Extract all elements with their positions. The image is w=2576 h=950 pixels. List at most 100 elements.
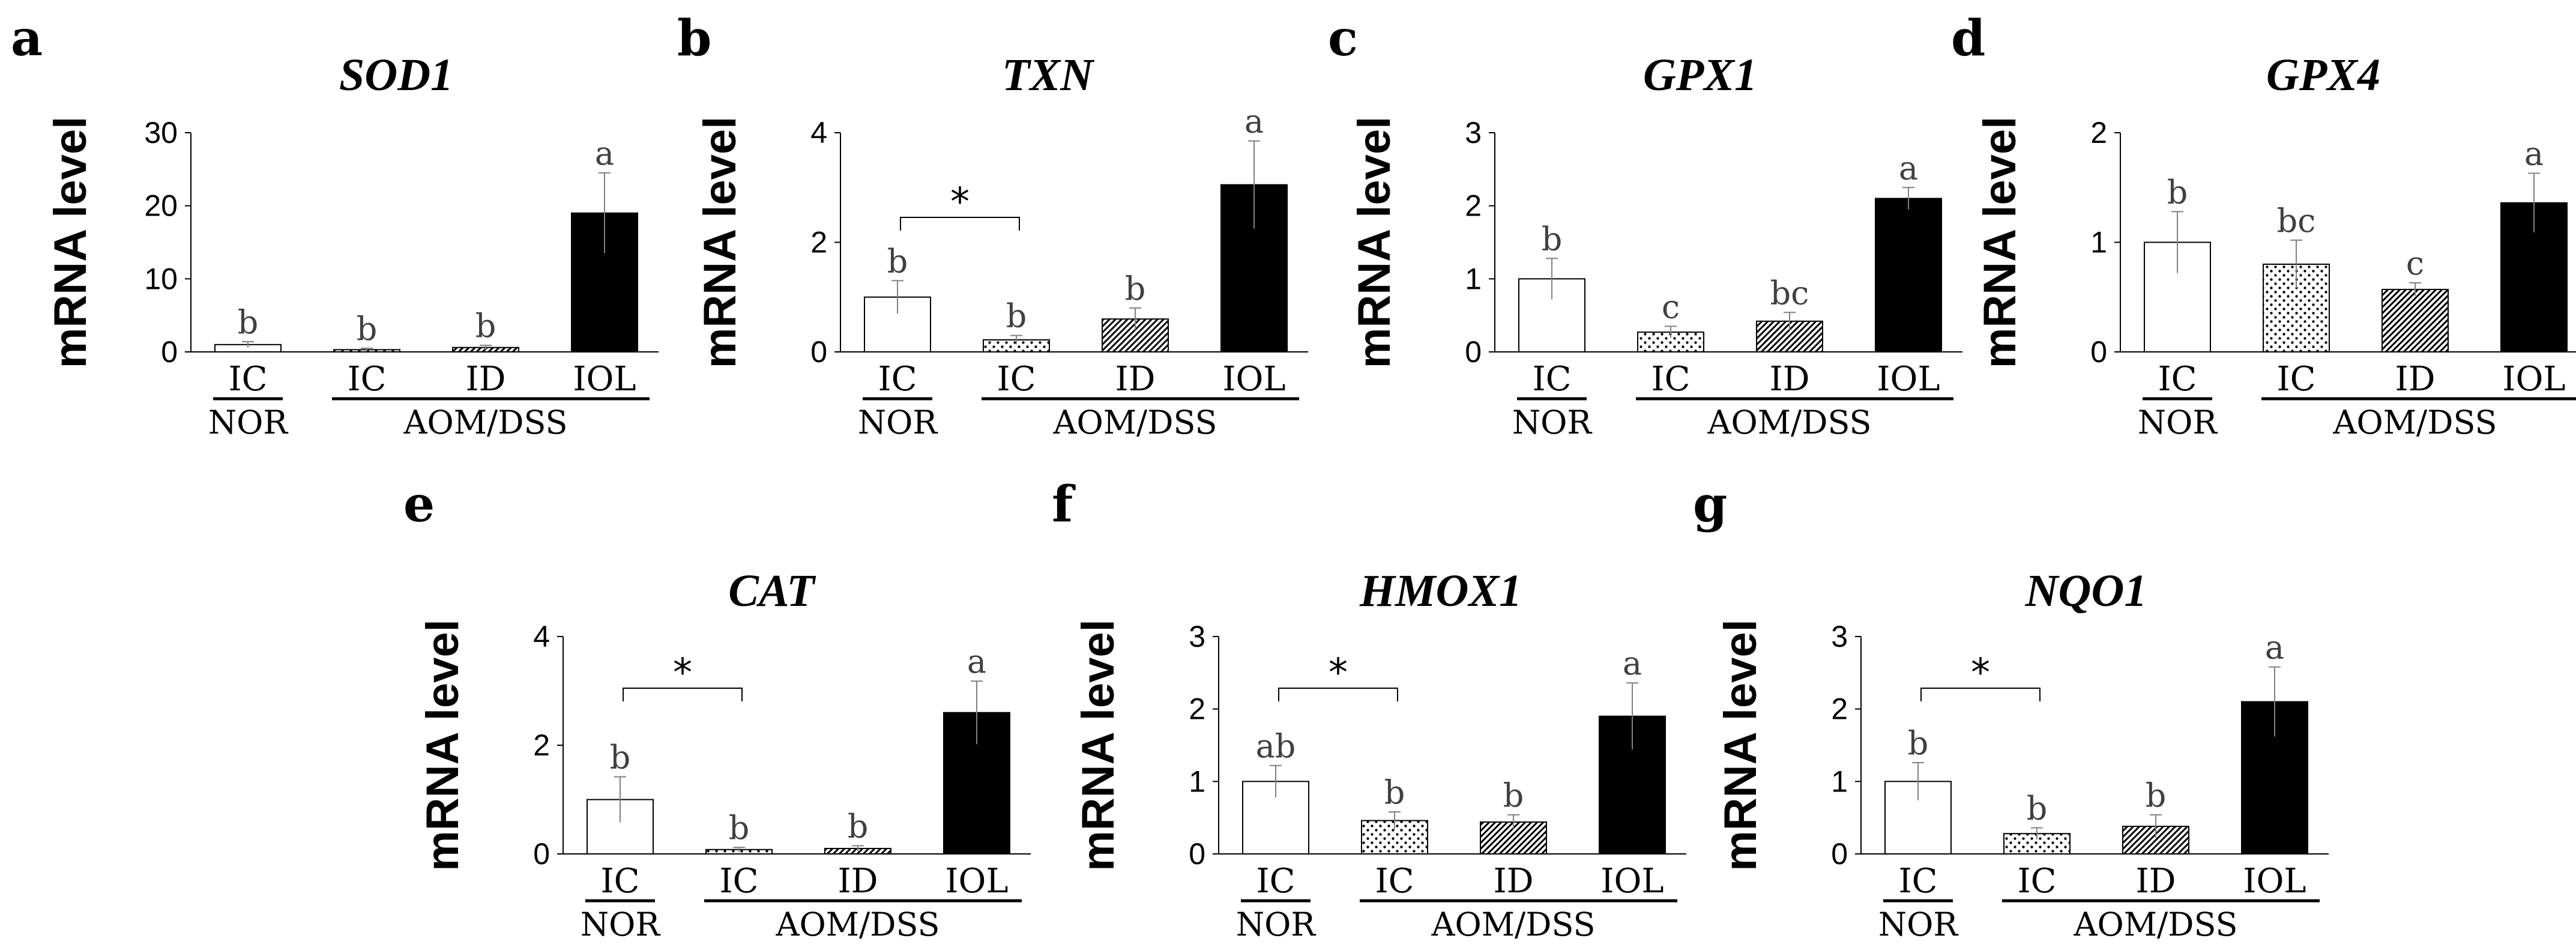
significance-letter: a (2524, 135, 2544, 173)
significance-star: * (1329, 651, 1348, 695)
group-label-nor: NOR (858, 404, 938, 441)
group-label-aomdss: AOM/DSS (775, 906, 940, 943)
panel-letter: d (1951, 10, 1985, 67)
significance-star: * (673, 651, 692, 695)
chart-title: TXN (1002, 50, 1095, 100)
x-category-label: IC (1256, 862, 1296, 901)
y-tick-label: 2 (1465, 189, 1482, 223)
y-tick-label: 2 (1831, 692, 1848, 726)
x-category-label: IC (720, 862, 759, 901)
x-category-label: ID (1769, 360, 1809, 399)
group-label-aomdss: AOM/DSS (403, 404, 567, 441)
significance-letter: bc (2277, 202, 2316, 240)
y-tick-label: 1 (2090, 226, 2107, 259)
y-tick-label: 2 (533, 728, 550, 762)
significance-letter: bc (1770, 274, 1809, 312)
y-tick-label: 1 (1465, 262, 1482, 295)
x-category-label: IC (2018, 862, 2057, 901)
y-axis-label: mRNA level (1715, 619, 1766, 871)
significance-letter: b (729, 809, 750, 847)
significance-letter: b (1384, 773, 1405, 811)
significance-bracket (623, 688, 743, 701)
panel-letter: a (11, 10, 43, 67)
panel-letter: b (677, 10, 711, 67)
significance-letter: b (2027, 790, 2048, 827)
significance-letter: a (595, 135, 614, 172)
x-category-label: IC (1533, 360, 1572, 399)
x-category-label: IC (601, 862, 640, 901)
significance-letter: b (1006, 297, 1027, 335)
x-category-label: IOL (1877, 360, 1940, 399)
significance-letter: a (1899, 149, 1918, 187)
y-tick-label: 20 (144, 189, 178, 223)
x-category-label: IC (997, 360, 1036, 399)
x-category-label: IC (1375, 862, 1414, 901)
group-label-aomdss: AOM/DSS (1431, 906, 1595, 943)
bar (1480, 821, 1547, 855)
group-label-nor: NOR (1878, 906, 1959, 943)
y-tick-label: 0 (810, 335, 827, 369)
y-axis-label: mRNA level (45, 116, 96, 369)
y-tick-label: 10 (144, 262, 178, 295)
chart-title: HMOX1 (1359, 566, 1522, 616)
chart-title: CAT (728, 566, 816, 616)
chart-title: SOD1 (339, 50, 453, 100)
x-category-label: IOL (2243, 862, 2306, 901)
bar (2381, 288, 2449, 353)
significance-letter: b (238, 303, 259, 341)
y-tick-label: 2 (1189, 692, 1205, 726)
significance-letter: b (1908, 724, 1929, 762)
y-tick-label: 3 (1189, 620, 1205, 653)
group-label-nor: NOR (208, 404, 289, 441)
y-tick-label: 0 (1189, 837, 1205, 871)
significance-letter: ab (1256, 727, 1296, 765)
group-label-aomdss: AOM/DSS (1052, 404, 1217, 441)
y-tick-label: 3 (1465, 116, 1482, 150)
y-tick-label: 2 (810, 226, 827, 259)
chart-title: GPX4 (2266, 50, 2380, 100)
x-category-label: IC (348, 360, 387, 399)
x-category-label: IOL (945, 862, 1008, 901)
y-tick-label: 0 (1465, 335, 1482, 369)
y-tick-label: 2 (2090, 116, 2107, 150)
x-category-label: IOL (1222, 360, 1285, 399)
significance-letter: c (2406, 244, 2424, 282)
panel-letter: c (1328, 10, 1358, 67)
y-tick-label: 0 (533, 837, 550, 871)
bar (1884, 781, 1952, 855)
x-category-label: IC (2277, 360, 2316, 399)
significance-letter: b (1542, 220, 1563, 258)
y-axis-label: mRNA level (417, 619, 468, 871)
y-tick-label: 1 (1831, 764, 1848, 798)
significance-star: * (1971, 651, 1990, 695)
group-label-nor: NOR (1236, 906, 1317, 943)
x-category-label: IC (1899, 862, 1938, 901)
x-category-label: ID (2135, 862, 2176, 901)
y-tick-label: 0 (2090, 335, 2107, 369)
x-category-label: ID (837, 862, 878, 901)
y-tick-label: 30 (144, 116, 178, 150)
panel-letter: f (1052, 476, 1076, 533)
significance-letter: b (610, 738, 631, 776)
x-category-label: IOL (2502, 360, 2565, 399)
significance-bracket (1920, 688, 2041, 701)
group-label-aomdss: AOM/DSS (2332, 404, 2497, 441)
y-tick-label: 4 (810, 116, 827, 150)
x-category-label: IOL (573, 360, 636, 399)
x-category-label: IC (878, 360, 917, 399)
x-category-label: IC (2158, 360, 2197, 399)
y-tick-label: 3 (1831, 620, 1848, 653)
x-category-label: IOL (1600, 862, 1664, 901)
x-category-label: ID (465, 360, 505, 399)
chart-title: GPX1 (1643, 50, 1757, 100)
significance-star: * (950, 180, 970, 225)
group-label-nor: NOR (1512, 404, 1593, 441)
x-category-label: ID (1115, 360, 1155, 399)
chart-title: NQO1 (2025, 566, 2147, 616)
y-axis-label: mRNA level (1349, 116, 1400, 369)
significance-letter: b (2146, 776, 2167, 814)
y-axis-label: mRNA level (695, 116, 746, 369)
y-tick-label: 4 (533, 620, 550, 653)
significance-letter: a (2265, 629, 2284, 667)
